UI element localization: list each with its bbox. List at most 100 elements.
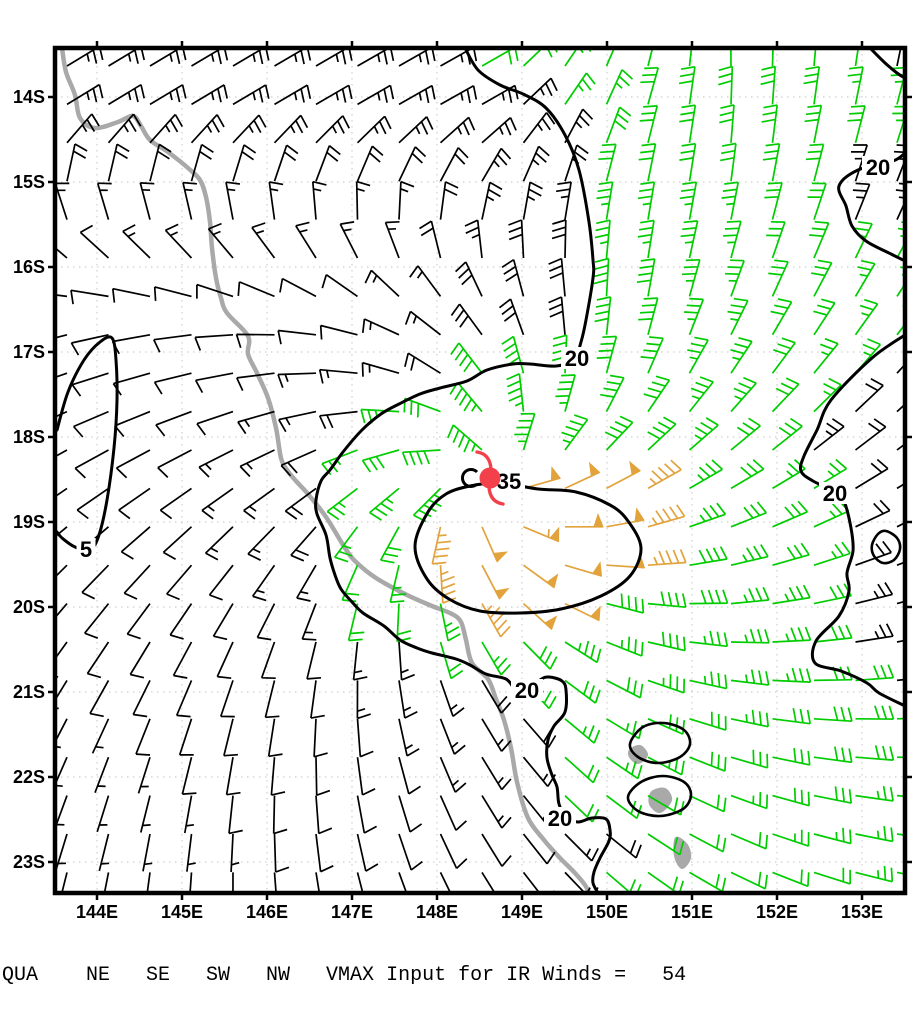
wind-barb bbox=[398, 84, 436, 106]
wind-barb bbox=[522, 833, 556, 865]
contour-label: 20 bbox=[866, 155, 890, 180]
wind-barb bbox=[232, 144, 257, 182]
wind-barb bbox=[126, 603, 151, 640]
wind-barb bbox=[55, 333, 68, 339]
wind-barb bbox=[398, 641, 415, 681]
lon-axis-label: 148E bbox=[416, 902, 458, 920]
wind-barb bbox=[440, 48, 478, 67]
wind-barb bbox=[364, 269, 400, 298]
wind-barb bbox=[689, 502, 727, 528]
wind-barb bbox=[55, 526, 68, 538]
wind-barb bbox=[236, 372, 275, 391]
wind-barb bbox=[273, 144, 299, 182]
wind-barb bbox=[270, 757, 286, 796]
wind-barb bbox=[403, 397, 441, 418]
wind-barb bbox=[718, 65, 734, 105]
wind-barb bbox=[55, 294, 68, 298]
wind-barb bbox=[638, 297, 659, 336]
wind-barb bbox=[640, 66, 660, 105]
wind-barb bbox=[115, 449, 151, 479]
map-wrap: 20 20 20 20 20 35 5 14S 15S 16S 17S 18S 19S 20S 21S 22S… bbox=[12, 41, 912, 922]
wind-barb bbox=[481, 564, 510, 600]
wind-barb bbox=[481, 756, 512, 791]
wind-barb bbox=[198, 449, 234, 478]
wind-barb bbox=[813, 337, 839, 374]
wind-barb bbox=[440, 85, 478, 106]
wind-barb bbox=[431, 526, 451, 565]
wind-barb bbox=[191, 84, 229, 106]
wind-barb bbox=[201, 487, 234, 520]
wind-barb bbox=[326, 487, 359, 521]
wind-barb bbox=[679, 181, 698, 220]
contour-label-mask bbox=[544, 807, 576, 829]
wind-barb bbox=[310, 680, 325, 719]
wind-barb bbox=[851, 144, 869, 182]
wind-barb bbox=[689, 833, 727, 853]
contour-label: 35 bbox=[497, 469, 521, 494]
wind-barb bbox=[315, 145, 341, 182]
wind-barb bbox=[640, 336, 664, 374]
wind-barb bbox=[356, 718, 374, 758]
lon-axis-label: 150E bbox=[586, 902, 628, 920]
wind-barb bbox=[807, 182, 827, 220]
wind-barb bbox=[149, 113, 184, 144]
wind-barb bbox=[284, 487, 317, 520]
wind-barb bbox=[398, 116, 434, 144]
wind-barb bbox=[149, 143, 172, 182]
wind-barb bbox=[450, 303, 483, 336]
wind-barb bbox=[357, 48, 395, 67]
wind-barb bbox=[439, 181, 459, 220]
wind-barb bbox=[772, 787, 810, 807]
wind-barb bbox=[449, 381, 483, 413]
wind-barb bbox=[678, 65, 696, 105]
wind-barb bbox=[805, 143, 825, 182]
wind-barb bbox=[71, 372, 109, 397]
wind-barb bbox=[149, 84, 187, 106]
wind-barb bbox=[481, 603, 511, 638]
wind-barb bbox=[318, 410, 358, 429]
cyclone-arm-bottom bbox=[487, 485, 505, 506]
wind-barb bbox=[772, 667, 812, 683]
wind-barb bbox=[207, 222, 234, 259]
wind-barb bbox=[369, 487, 400, 521]
wind-barb bbox=[66, 143, 88, 182]
wind-barb bbox=[688, 376, 714, 413]
lat-axis-label: 15S bbox=[13, 172, 45, 192]
wind-barb bbox=[196, 410, 234, 436]
wind-barb bbox=[766, 220, 786, 259]
wind-barb bbox=[398, 718, 420, 757]
wind-barb bbox=[274, 48, 312, 67]
wind-barb bbox=[508, 219, 525, 259]
wind-barb bbox=[404, 352, 441, 374]
wind-barb bbox=[256, 603, 276, 641]
wind-barb bbox=[605, 69, 634, 105]
wind-barb bbox=[439, 680, 465, 717]
wind-barb bbox=[647, 591, 687, 609]
wind-barb bbox=[277, 372, 317, 388]
wind-barb bbox=[315, 115, 350, 144]
wind-barb bbox=[637, 219, 655, 259]
wind-barb bbox=[356, 795, 378, 834]
wind-barb bbox=[139, 182, 155, 220]
wind-barb bbox=[730, 586, 770, 605]
wind-barb bbox=[523, 564, 559, 589]
wind-barb bbox=[273, 833, 290, 873]
wind-barb bbox=[175, 680, 193, 718]
wind-barb bbox=[689, 589, 729, 605]
wind-barb bbox=[606, 756, 643, 780]
wind-barb bbox=[311, 180, 327, 220]
wind-barb bbox=[142, 833, 153, 872]
wind-barb bbox=[813, 298, 836, 336]
wind-barb bbox=[313, 718, 328, 758]
isotach-5-loop bbox=[55, 335, 119, 553]
wind-barb bbox=[111, 287, 151, 303]
wind-barb bbox=[153, 372, 192, 395]
wind-barb bbox=[855, 826, 894, 843]
wind-barb bbox=[55, 487, 68, 498]
wind-barb bbox=[606, 677, 644, 699]
wind-barb bbox=[66, 83, 104, 106]
footer-line-quadrants: QUA NE SE SW NW VMAX Input for IR Winds … bbox=[2, 964, 687, 987]
wind-barb bbox=[398, 180, 415, 220]
wind-barb bbox=[296, 564, 317, 602]
wind-barb bbox=[191, 48, 229, 67]
